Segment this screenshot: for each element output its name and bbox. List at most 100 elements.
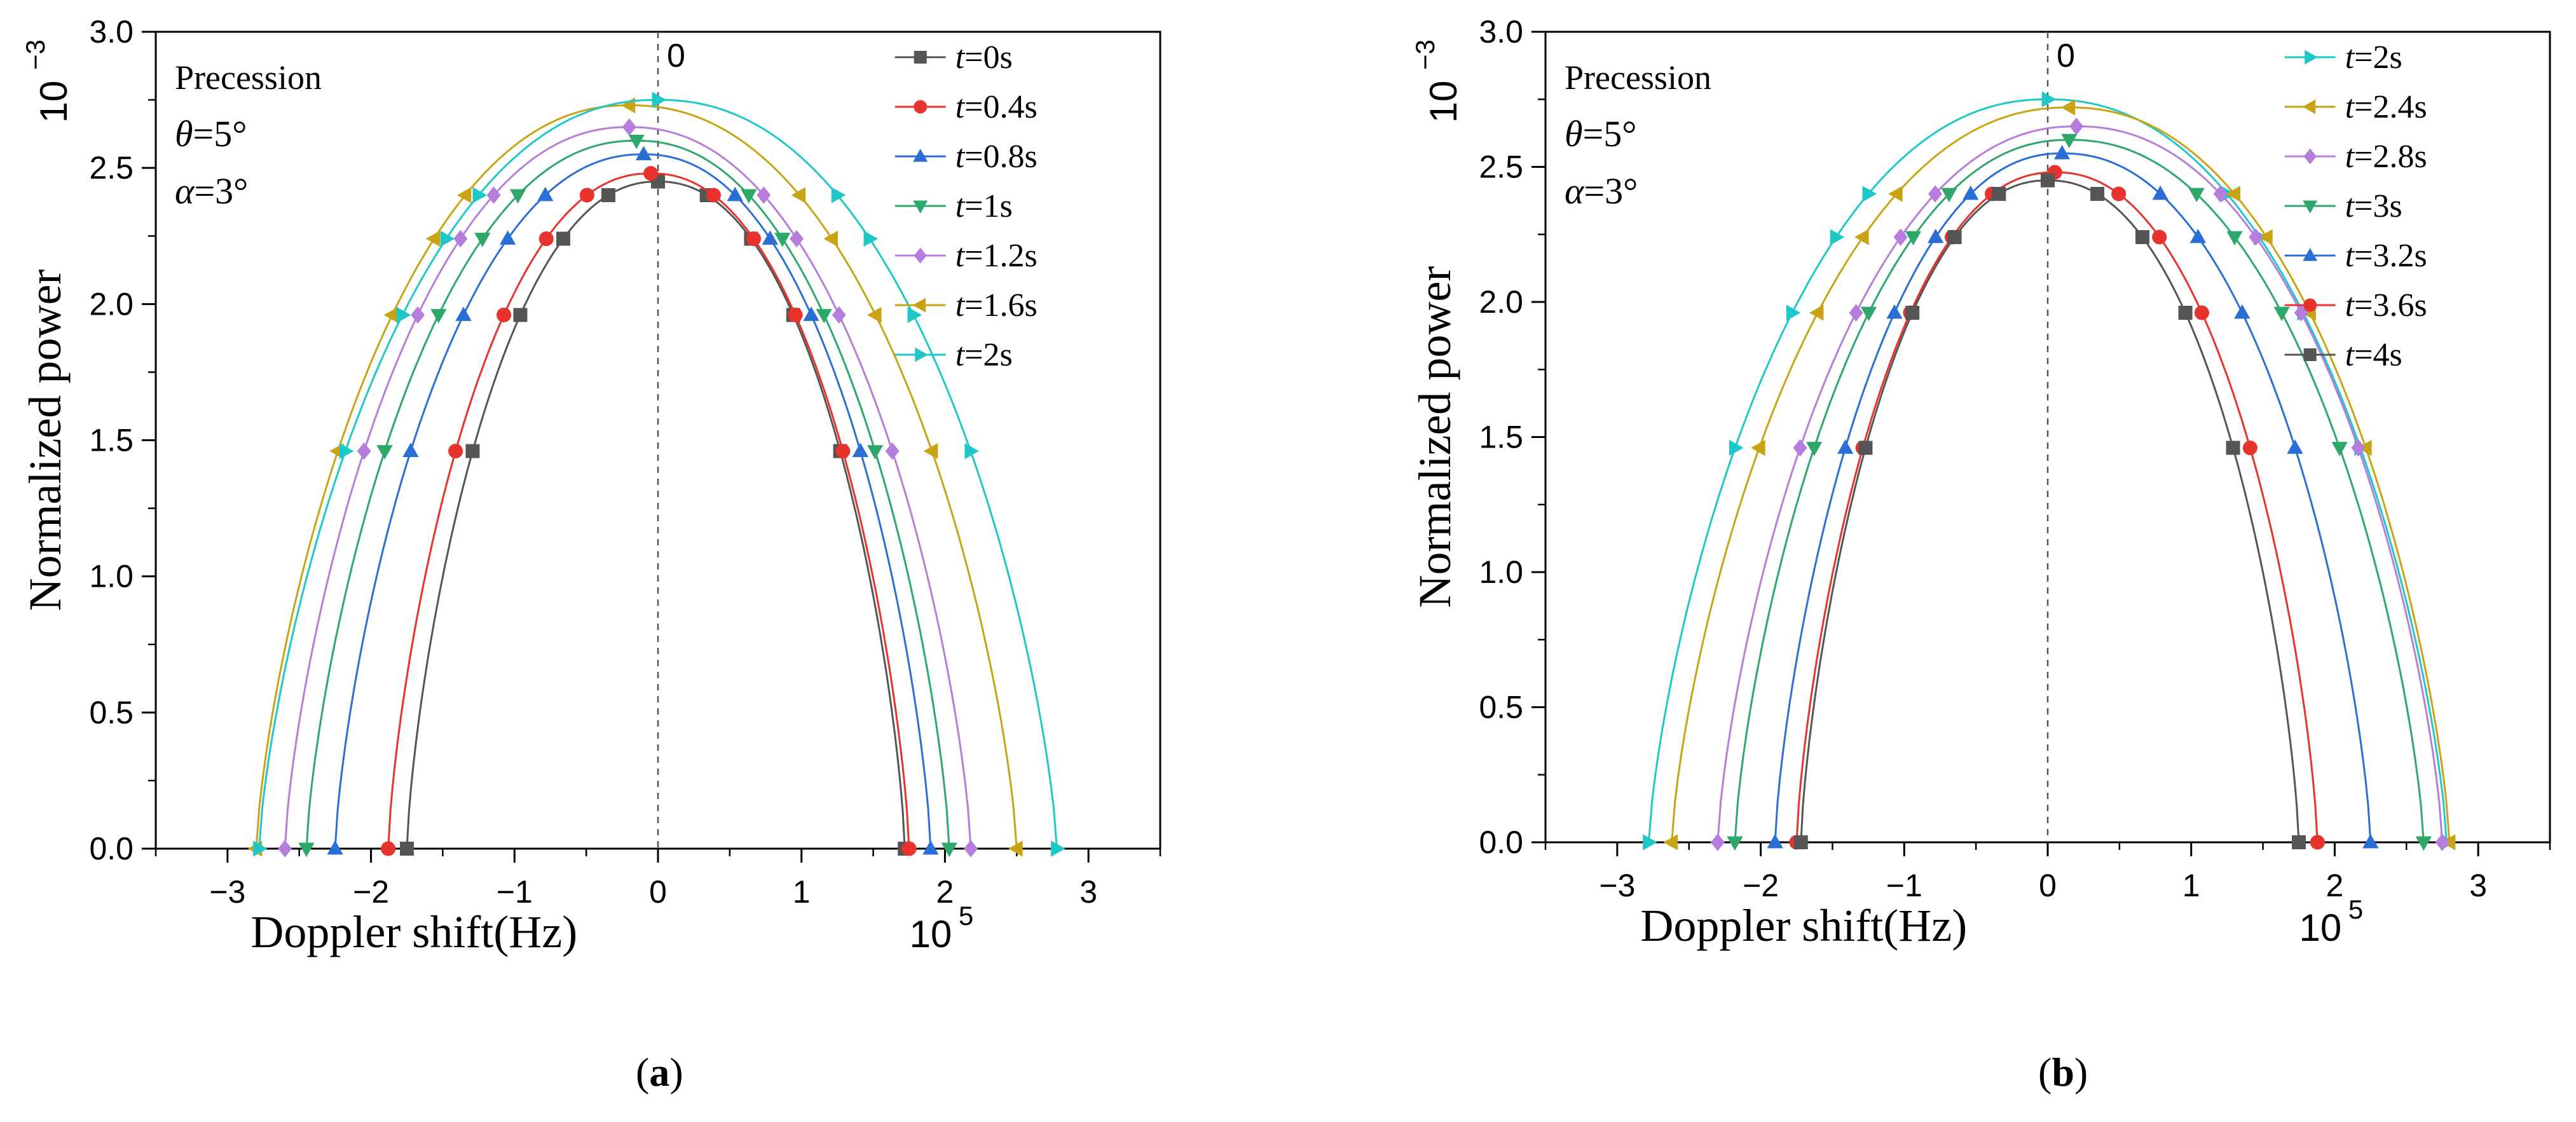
chart-a-series-marker [448,444,463,459]
chart-b-legend-var: t [2345,39,2355,76]
chart-a-xtick-label: 0 [649,874,667,910]
chart-b-series-marker [1886,304,1903,319]
chart-b-series-marker [1992,187,2006,201]
chart-b-y-scale: 10 [1422,81,1465,123]
chart-b-ytick-label: 1.5 [1479,420,1523,455]
chart-a-series-marker [832,306,846,324]
chart-b-annotation-theta: θ=5° [1565,113,1636,154]
chart-a-series-marker [727,186,743,202]
chart-b-series-marker [1830,229,1845,245]
chart-a-legend-label: t=1.6s [956,287,1038,324]
chart-a-x-scale: 10 [909,913,952,955]
chart-a-series-marker [411,306,425,324]
chart-a-series-6 [253,92,1065,857]
chart-b-legend-var: t [2345,238,2355,274]
chart-b-series-marker [2194,305,2209,320]
chart-a-y-scale-exp: −3 [20,39,50,70]
chart-b-xtick-label: 1 [2182,868,2200,903]
chart-a-series-marker [964,442,979,460]
chart-b-series-marker [2189,228,2207,243]
chart-b-ytick-label: 0.5 [1479,690,1523,725]
chart-b-series-marker [2287,439,2303,454]
chart-a-series-marker [298,842,315,858]
chart-b-series-4 [1767,145,2379,849]
chart-a-series-4 [278,118,978,858]
chart-b-legend-label: t=4s [2345,337,2402,373]
chart-b-legend-label: t=3.6s [2345,287,2427,324]
chart-a-series-marker [852,442,868,457]
chart-a-series-marker [923,442,938,460]
chart-a-series-line [387,172,910,849]
chart-a-series-marker [402,442,419,457]
chart-a-legend-var: t [956,188,966,224]
chart-a-legend-marker [914,51,927,64]
chart-b-series-marker [1860,306,1877,322]
chart-b-series-marker [1729,439,1744,456]
chart-a-legend-var: t [956,89,966,125]
caption-a-label: a [649,1050,670,1095]
chart-a-series-marker [278,840,292,858]
chart-a-series-marker [1008,840,1023,857]
chart-b-legend-marker [2303,248,2318,261]
chart-a-legend-value: =2s [964,337,1013,373]
chart-b-series-marker [2152,185,2168,200]
chart-b-series-marker [2053,145,2071,160]
chart-b-xtick-label: −1 [1886,868,1922,903]
chart-a-series-marker [790,229,804,248]
chart-b-zero-label: 0 [2057,38,2075,74]
chart-b-legend-value: =2.8s [2354,139,2427,175]
chart-b-series-marker [2226,441,2240,455]
chart-b-series-marker [2292,835,2306,849]
chart-b-series-marker [1905,306,1920,320]
chart-a-series-marker [499,230,516,245]
chart-a-series-marker [628,134,645,149]
chart-b-series-line [1734,139,2425,843]
chart-a-legend-var: t [956,238,966,274]
chart-b-series-marker [2331,442,2348,456]
chart-a-legend-value: =1s [964,188,1013,224]
chart-a-xtick-label: −2 [353,874,389,910]
chart-a-series-marker [867,306,882,324]
chart-b-series-marker [1767,833,1783,849]
chart-b-xtick-label: −3 [1599,868,1635,903]
chart-a-ytick-label: 0.5 [89,695,134,730]
chart-b-legend-label: t=3.2s [2345,238,2427,274]
chart-b: −3 −2 −1 0 1 2 3 0.0 0.5 1.0 1.5 2.0 2.5 3.0 Doppler s… [1409,14,2551,951]
panel-a: −3 −2 −1 0 1 2 3 0.0 0.5 1.0 1.5 2.0 2.5 3.0 Doppler s… [20,14,1161,1095]
chart-a-series-marker [383,306,399,324]
chart-b-series-marker [2152,229,2167,245]
chart-b-series-marker [2069,118,2084,135]
chart-b-series-marker [2213,185,2228,203]
chart-a-legend-marker [914,247,927,264]
chart-b-series-marker [1963,185,1979,200]
chart-b-ytick-label: 0.0 [1479,824,1523,860]
chart-a-legend-marker [913,149,928,162]
chart-b-series-marker [1805,442,1823,456]
chart-b-theta-symbol: θ [1565,113,1583,154]
chart-a-series-marker [509,189,526,204]
chart-a-ytick-label: 0.0 [89,831,134,866]
chart-b-legend-value: =3.2s [2354,238,2427,274]
chart-b-ytick-label: 2.0 [1479,284,1523,320]
chart-b-annotation-precession: Precession [1565,58,1711,97]
chart-a-legend-var: t [956,139,966,175]
chart-a-legend-label: t=1s [956,188,1013,224]
chart-a-series-marker [901,841,917,856]
chart-a-series-marker [486,186,501,204]
chart-a-ytick-label: 2.0 [89,286,134,322]
chart-b-series-marker [1849,304,1863,322]
chart-a-series-marker [788,307,803,323]
caption-a: (a) [636,1050,683,1095]
panel-b: −3 −2 −1 0 1 2 3 0.0 0.5 1.0 1.5 2.0 2.5 3.0 Doppler s… [1288,0,2576,1122]
chart-b-alpha-symbol: α [1565,170,1585,212]
chart-b-legend-marker [2303,148,2317,165]
chart-b-series-marker [2249,228,2263,246]
chart-a-series-marker [513,308,528,322]
chart-b-series-marker [2178,306,2193,320]
chart-a-legend-marker [913,200,928,214]
chart-b-series-2 [1710,118,2449,851]
chart-a-xtick-label: −1 [497,874,533,910]
chart-a-series-line [255,104,1018,849]
chart-b-ytick-label: 1.0 [1479,554,1523,590]
chart-a-annotation-precession: Precession [175,58,322,97]
